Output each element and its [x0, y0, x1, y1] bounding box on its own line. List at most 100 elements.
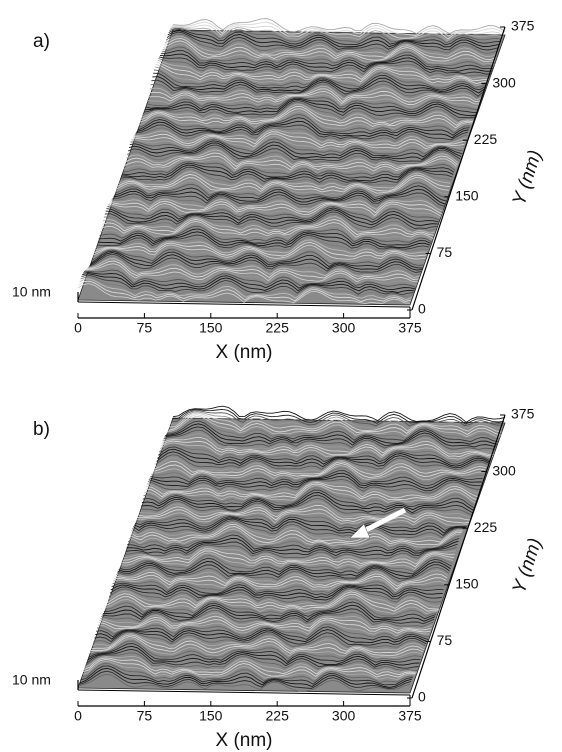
surface-line	[85, 263, 418, 283]
surface-line	[167, 416, 500, 438]
surface-line	[158, 446, 491, 465]
surface-line	[170, 26, 503, 42]
surface-line	[146, 482, 479, 499]
surface-line	[113, 188, 446, 205]
surface-line	[126, 538, 459, 554]
surface-line	[108, 204, 441, 219]
surface-line	[86, 648, 419, 669]
surface-line	[132, 133, 465, 150]
surface-line	[77, 283, 411, 305]
surface-line	[167, 30, 500, 48]
surface-line	[134, 127, 468, 143]
surface-line	[83, 657, 417, 676]
x-tick-label: 75	[137, 320, 153, 336]
x-tick-label: 300	[332, 320, 356, 336]
surface-line	[172, 18, 506, 35]
surface-line	[166, 31, 500, 51]
surface-line	[146, 96, 479, 111]
surface-line	[102, 216, 436, 234]
x-axis-label: X (nm)	[216, 730, 273, 751]
surface-line	[85, 652, 418, 671]
surface-line	[84, 655, 418, 673]
surface-line	[113, 577, 446, 593]
surface-line	[124, 544, 457, 560]
surface-line	[110, 584, 443, 599]
surface-line	[115, 572, 448, 587]
surface-line	[78, 280, 412, 303]
surface-line	[104, 598, 437, 617]
surface-line	[159, 442, 493, 460]
surface-line	[82, 273, 415, 293]
surface-line	[114, 182, 448, 199]
surface-line	[111, 196, 444, 210]
surface-line	[133, 518, 466, 536]
surface-line	[139, 110, 472, 131]
y-axis-label: Y (nm)	[509, 536, 546, 596]
surface-line	[104, 211, 437, 229]
surface-line	[112, 192, 445, 207]
surface-line	[107, 591, 440, 610]
surface-line	[132, 520, 465, 539]
surface-line	[164, 37, 497, 60]
surface-line	[138, 113, 471, 134]
surface-line	[105, 596, 438, 615]
surface-line	[98, 228, 431, 246]
surface-line	[81, 274, 414, 296]
surface-line	[152, 463, 486, 478]
x-tick-label: 75	[137, 708, 153, 724]
surface-line	[138, 504, 471, 521]
surface-line	[90, 250, 424, 269]
surface-line	[78, 670, 412, 689]
surface-line	[86, 260, 419, 280]
surface-line	[123, 159, 457, 175]
surface-line	[115, 179, 449, 197]
base-edge	[77, 301, 411, 308]
y-tick-label: 150	[455, 576, 479, 592]
surface-line	[93, 244, 426, 260]
surface-line	[89, 252, 423, 271]
surface-line	[110, 198, 443, 212]
surface-line	[122, 548, 455, 565]
surface-line	[115, 569, 449, 585]
surface-line	[166, 420, 499, 443]
surface-line	[116, 566, 450, 583]
surface-line	[121, 552, 454, 570]
surface-line	[102, 218, 435, 236]
surface-line	[170, 411, 503, 430]
surface-line	[111, 582, 444, 596]
surface-line	[130, 524, 463, 543]
surface-line	[91, 248, 424, 266]
surface-line	[155, 454, 488, 470]
surface-line	[100, 223, 433, 241]
surface-line	[82, 660, 415, 681]
surface-line	[145, 483, 478, 501]
surface-line	[120, 166, 453, 184]
surface-line	[99, 225, 432, 243]
arrow	[360, 507, 407, 535]
surface-line	[136, 512, 469, 526]
surface-line	[162, 433, 495, 453]
surface-line	[142, 101, 475, 122]
surface-line	[149, 472, 482, 489]
surface-line	[128, 531, 461, 550]
surface-line	[123, 546, 456, 562]
x-tick-label: 225	[266, 320, 290, 336]
surface-line	[103, 213, 437, 232]
surface-line	[106, 207, 439, 223]
surface-line	[95, 629, 428, 644]
surface-line	[121, 550, 455, 568]
y-tick-label: 225	[474, 519, 498, 535]
surface-line	[147, 478, 481, 494]
y-tick-label: 75	[437, 244, 453, 260]
surface-line	[166, 418, 500, 440]
surface-line	[105, 209, 438, 226]
surface-line	[139, 501, 472, 519]
surface-line	[83, 272, 416, 291]
surface-line	[79, 667, 412, 688]
surface-line	[135, 514, 468, 529]
surface-line	[131, 521, 464, 541]
x-tick-label: 225	[266, 708, 290, 724]
surface-line	[137, 508, 470, 524]
surface-line	[156, 451, 489, 469]
